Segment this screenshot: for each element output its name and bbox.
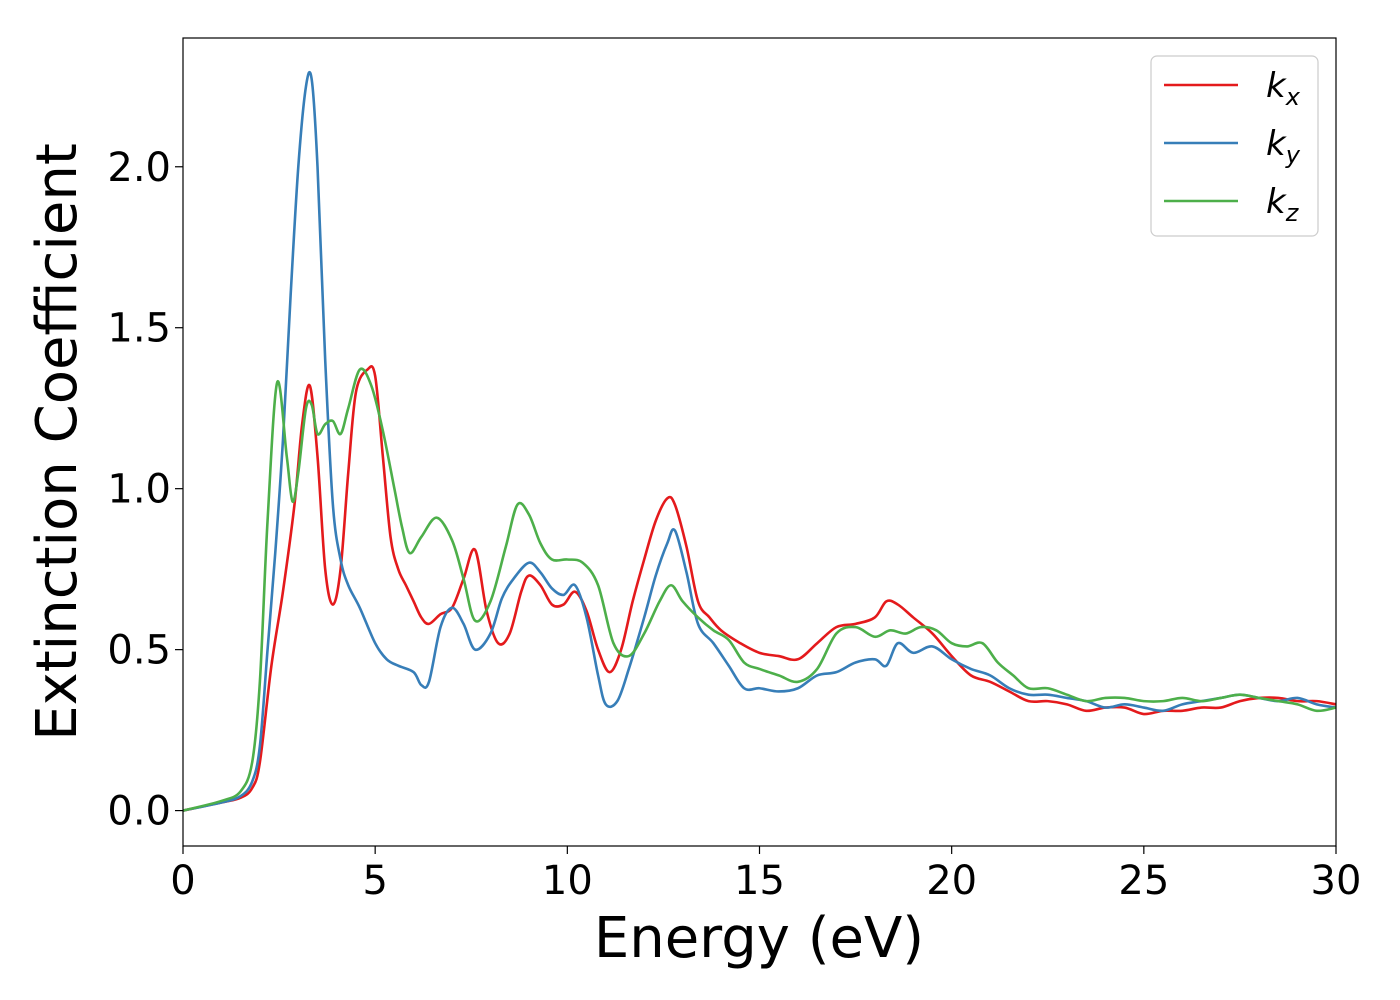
x-tick-label: 20 [926,858,977,904]
series-layer [183,70,1336,812]
y-tick-label: 0.0 [107,789,171,835]
x-tick-label: 25 [1118,858,1169,904]
y-tick-label: 0.5 [107,628,171,674]
y-tick-label: 1.0 [107,467,171,513]
legend-label-k-y: ky [1266,124,1301,169]
x-tick-label: 5 [362,858,387,904]
series-line-k-y [183,70,1336,812]
x-axis-title: Energy (eV) [594,906,924,971]
x-tick-label: 10 [542,858,593,904]
x-tick-label: 0 [170,858,195,904]
y-tick-label: 2.0 [107,145,171,191]
y-axis-ticks: 0.0 0.5 1.0 1.5 2.0 [107,145,183,835]
legend-box [1150,55,1319,237]
legend-label-k-x: kx [1266,66,1301,111]
y-axis-title: Extinction Coefficient [25,143,90,741]
x-tick-label: 30 [1311,858,1362,904]
series-line-k-z [183,367,1336,812]
series-line-k-x [183,365,1336,812]
y-tick-label: 1.5 [107,306,171,352]
x-tick-label: 15 [734,858,785,904]
x-axis-ticks: 0 5 10 15 20 25 30 [170,846,1361,904]
